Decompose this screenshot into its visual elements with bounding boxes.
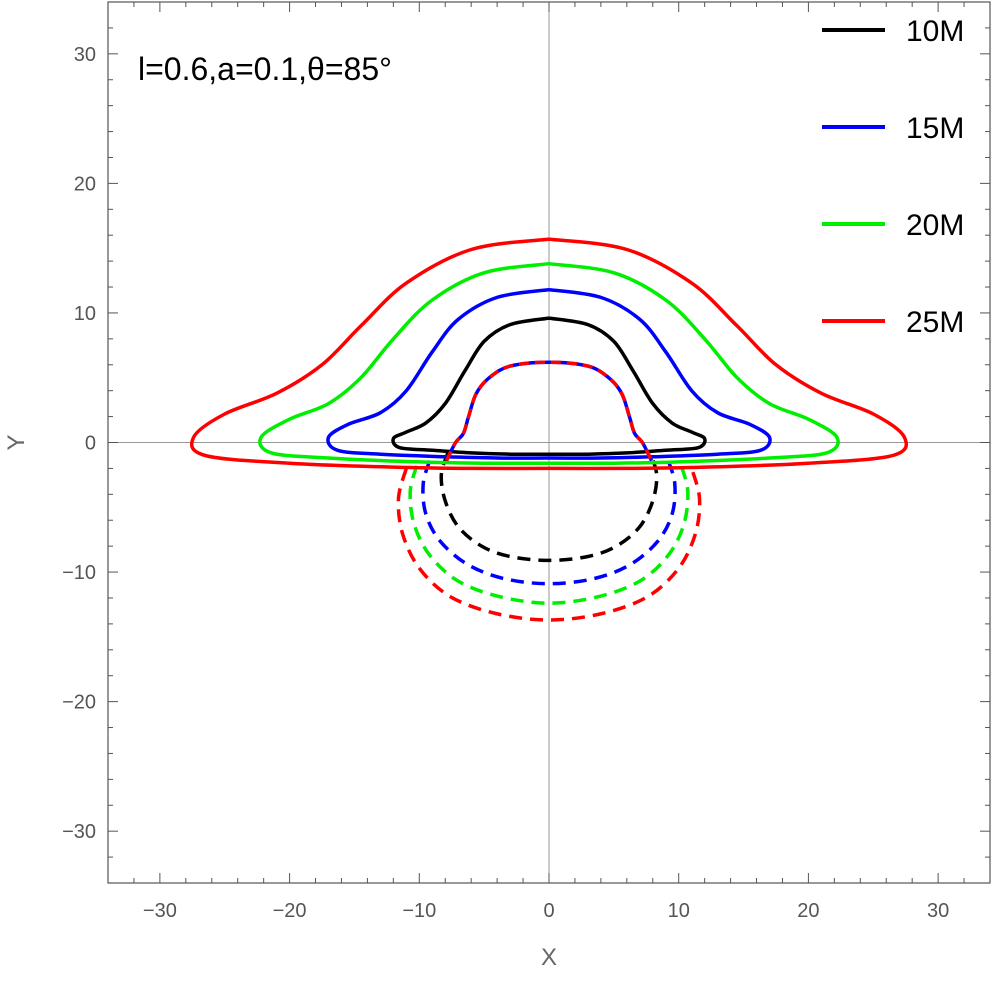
y-tick-label: −20 — [62, 692, 96, 714]
x-tick-label: 0 — [543, 900, 554, 922]
legend-label-15m: 15M — [906, 112, 964, 145]
y-axis-label: Y — [3, 434, 30, 450]
legend-label-20m: 20M — [906, 209, 964, 242]
x-tick-label: −20 — [273, 900, 307, 922]
y-tick-label: −30 — [62, 821, 96, 843]
series-15m-solid-curve — [326, 287, 772, 460]
x-tick-label: −10 — [402, 900, 436, 922]
legend-label-10m: 10M — [906, 15, 964, 48]
parameter-annotation: l=0.6,a=0.1,θ=85° — [138, 51, 392, 87]
x-tick-label: 10 — [668, 900, 690, 922]
x-tick-label: −30 — [143, 900, 177, 922]
legend-label-25m: 25M — [906, 306, 964, 339]
series-10m-dashed-curve — [439, 452, 659, 563]
y-tick-label: 30 — [74, 44, 96, 66]
axes-layer: −30 −20 −10 0 10 20 30 −30 −20 −10 0 10 20 30 — [62, 1, 991, 922]
series-20m-solid-curve — [258, 261, 840, 466]
series-10m-solid-curve — [391, 316, 707, 457]
x-tick-label: 20 — [797, 900, 819, 922]
x-tick-label: 30 — [927, 900, 949, 922]
y-tick-label: 0 — [85, 433, 96, 455]
y-tick-label: 20 — [74, 173, 96, 195]
curves-layer — [189, 237, 909, 622]
y-tick-label: −10 — [62, 562, 96, 584]
x-axis-label: X — [541, 944, 557, 971]
inner-shadow-curve-dash — [444, 360, 654, 462]
series-15m-dashed-curve — [421, 460, 677, 586]
labels-layer: X Y l=0.6,a=0.1,θ=85° — [3, 51, 557, 971]
y-tick-label: 10 — [74, 303, 96, 325]
legend: 10M 15M 20M 25M — [822, 15, 964, 339]
series-25m-solid-curve — [189, 237, 909, 471]
series-25m-dashed-curve — [396, 467, 702, 622]
